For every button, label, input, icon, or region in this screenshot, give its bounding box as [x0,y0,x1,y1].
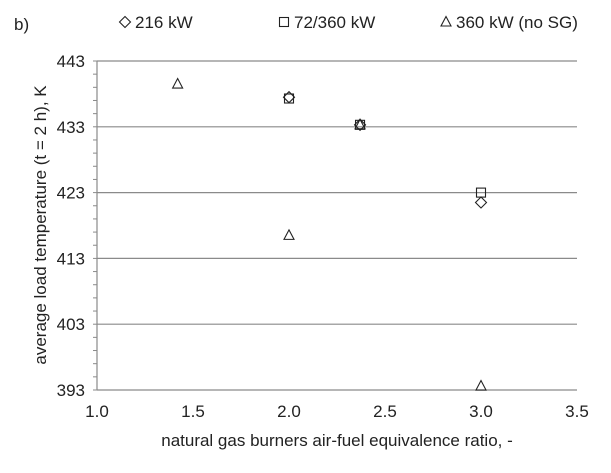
legend-marker-diamond [118,15,132,29]
x-tick-label: 2.5 [373,402,397,421]
y-axis-title: average load temperature (t = 2 h), K [31,85,50,365]
point-triangle [354,118,366,130]
point-triangle [475,379,487,391]
x-tick-label: 2.0 [277,402,301,421]
point-diamond [474,196,488,209]
y-tick-labels: 393 403 413 423 433 443 [57,52,85,400]
legend-marker-square [278,16,290,28]
x-tick-label: 3.0 [469,402,493,421]
gridlines [97,60,577,391]
y-tick-label: 433 [57,118,85,137]
legend-label: 360 kW (no SG) [456,13,578,32]
x-tick-label: 1.5 [181,402,205,421]
y-tick-label: 393 [57,381,85,400]
point-diamond [282,90,296,104]
point-diamond [353,118,367,132]
x-tick-label: 1.0 [85,402,109,421]
y-tick-label: 413 [57,249,85,268]
x-axis-title: natural gas burners air-fuel equivalence… [161,431,513,450]
point-triangle [283,228,295,240]
y-tick-label: 423 [57,184,85,203]
point-triangle [171,77,184,89]
y-tick-label: 403 [57,315,85,334]
x-tick-labels: 1.0 1.5 2.0 2.5 3.0 3.5 [85,402,589,421]
legend-label: 216 kW [135,13,193,32]
legend: 216 kW 72/360 kW 360 kW (no SG) [118,13,578,32]
y-tick-label: 443 [57,52,85,71]
point-square [475,187,487,198]
axes [93,60,98,391]
legend-marker-triangle [440,15,452,27]
point-square [283,93,295,104]
legend-label: 72/360 kW [294,13,375,32]
panel-label: b) [14,15,29,34]
data-points [171,77,488,391]
x-tick-label: 3.5 [565,402,589,421]
